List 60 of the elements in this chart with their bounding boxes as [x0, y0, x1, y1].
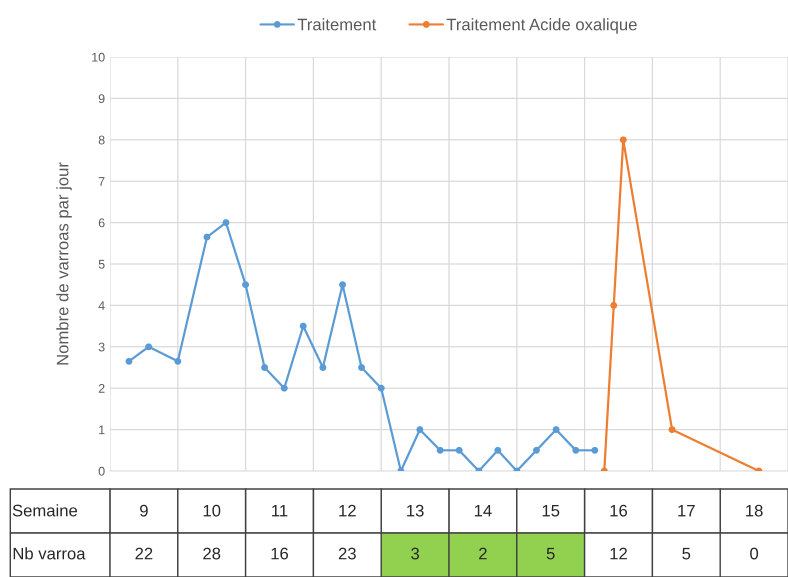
data-label: 28: [203, 548, 220, 560]
data-label: 16: [272, 548, 288, 560]
y-tick-label: 5: [98, 260, 105, 269]
data-label: 2: [479, 548, 487, 560]
point: [145, 343, 152, 350]
y-tick-label: 6: [98, 218, 105, 228]
x-tick-label: 16: [610, 504, 628, 517]
point: [532, 446, 540, 454]
point: [242, 281, 250, 288]
point: [378, 384, 385, 392]
point: [572, 446, 580, 454]
y-tick-label: 7: [98, 177, 105, 186]
point: [436, 446, 444, 454]
x-axis-title: Semaine: [12, 504, 78, 516]
x-tick-label: 15: [542, 504, 560, 517]
point: [668, 426, 676, 434]
x-tick-label: 13: [407, 504, 424, 517]
y-tick-label: 10: [92, 52, 105, 62]
data-label: 3: [411, 548, 419, 560]
point: [591, 446, 598, 454]
x-tick-label: 10: [204, 504, 220, 517]
y-tick-label: 0: [98, 466, 105, 476]
point: [203, 234, 210, 241]
point: [300, 322, 307, 330]
data-label: 12: [610, 548, 627, 560]
y-tick-label: Nb varroa: [14, 547, 86, 560]
x-tick-label: 17: [678, 504, 695, 516]
data-label: 5: [546, 548, 555, 560]
y-tick-label: 8: [98, 136, 105, 144]
y-axis-title: Nombre de varroas par jour: [56, 162, 72, 365]
point: [319, 364, 326, 371]
y-tick-label: 9: [98, 94, 105, 104]
point: [358, 364, 366, 371]
point: [610, 302, 618, 309]
data-label: 0: [750, 548, 758, 560]
point: [620, 136, 627, 144]
point: [339, 281, 346, 288]
x-tick-label: 9: [140, 504, 148, 517]
y-tick-label: 3: [98, 342, 105, 352]
point: [456, 446, 463, 454]
y-tick-label: 4: [98, 301, 105, 310]
x-tick-label: 14: [474, 504, 492, 516]
y-tick-label: 2: [98, 384, 105, 393]
y-tick-label: 1: [99, 426, 105, 434]
point: [222, 219, 230, 226]
point: [280, 384, 288, 392]
point: [261, 364, 268, 371]
legend-label: Traitement Acide oxalique: [446, 18, 637, 34]
point: [416, 426, 424, 434]
data-label: 22: [135, 548, 152, 560]
data-label: 5: [682, 548, 690, 560]
x-tick-label: 18: [746, 504, 763, 517]
x-tick-label: 11: [272, 504, 288, 516]
point: [126, 358, 132, 365]
x-tick-label: 12: [339, 504, 356, 516]
data-label: 23: [338, 548, 356, 560]
point: [494, 446, 502, 454]
point: [174, 358, 182, 365]
point: [552, 426, 560, 434]
legend-label: Traitement: [298, 18, 376, 30]
